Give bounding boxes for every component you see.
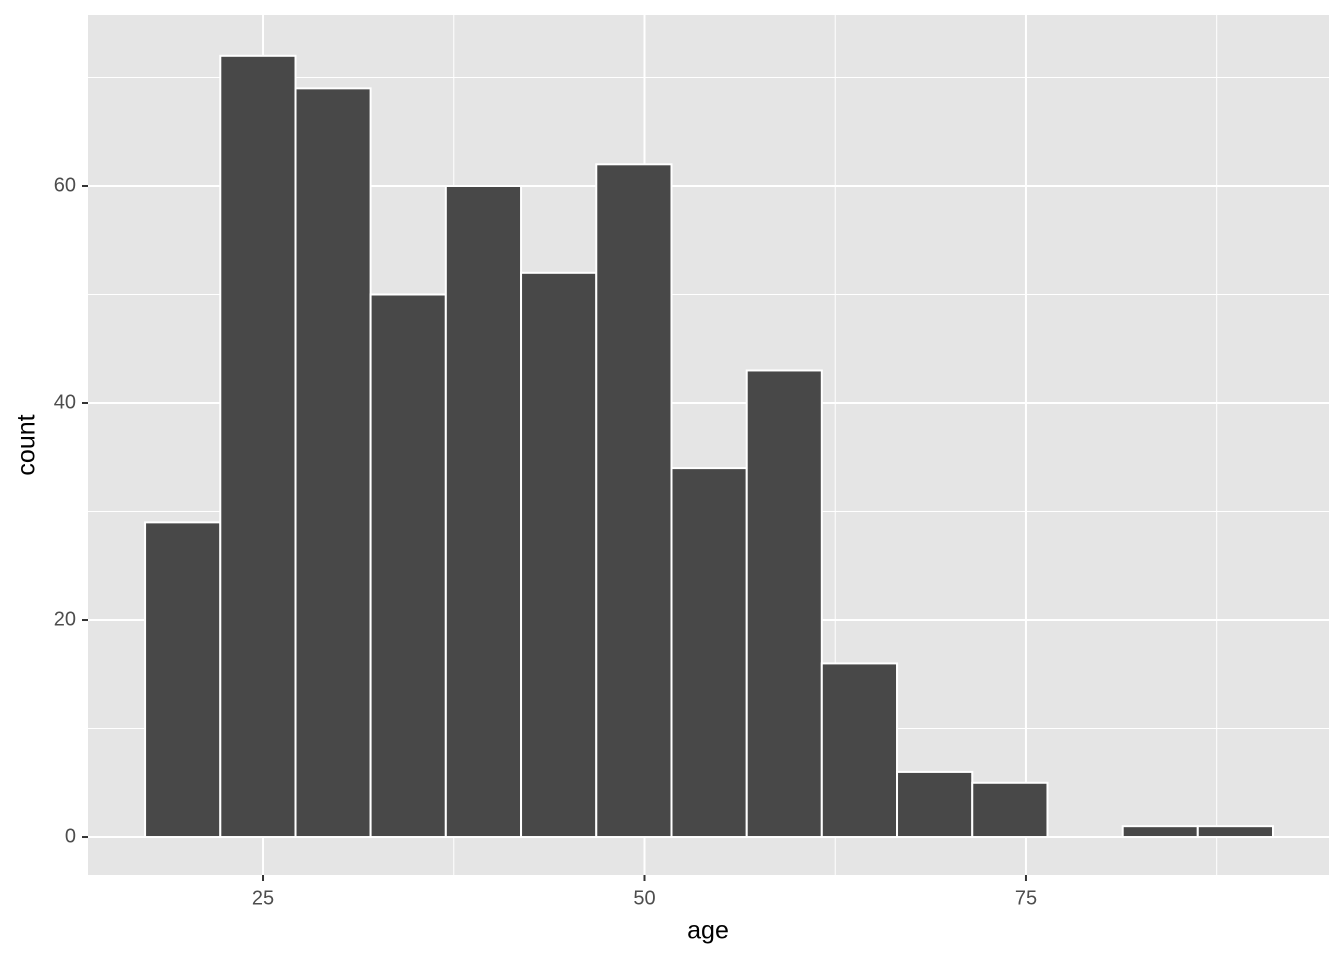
bar — [670, 467, 748, 839]
bar — [971, 781, 1049, 839]
bar — [520, 271, 598, 839]
x-tick-label: 50 — [633, 887, 655, 909]
y-tick-label: 0 — [65, 825, 76, 847]
bar — [1121, 825, 1199, 839]
bar — [369, 293, 447, 839]
bar — [1196, 825, 1275, 839]
bar — [219, 54, 297, 839]
y-tick-label: 20 — [54, 608, 76, 630]
y-tick-label: 40 — [54, 391, 76, 413]
bar — [820, 662, 899, 839]
x-tick-label: 25 — [252, 887, 274, 909]
x-tick-label: 75 — [1015, 887, 1037, 909]
y-axis-title: count — [13, 414, 41, 475]
bar — [294, 87, 372, 839]
bar — [745, 369, 823, 839]
y-tick-label: 60 — [54, 174, 76, 196]
bar — [144, 521, 222, 839]
bar — [444, 185, 523, 839]
bar — [595, 163, 673, 839]
bar — [896, 770, 974, 839]
x-axis-title: age — [687, 917, 729, 945]
